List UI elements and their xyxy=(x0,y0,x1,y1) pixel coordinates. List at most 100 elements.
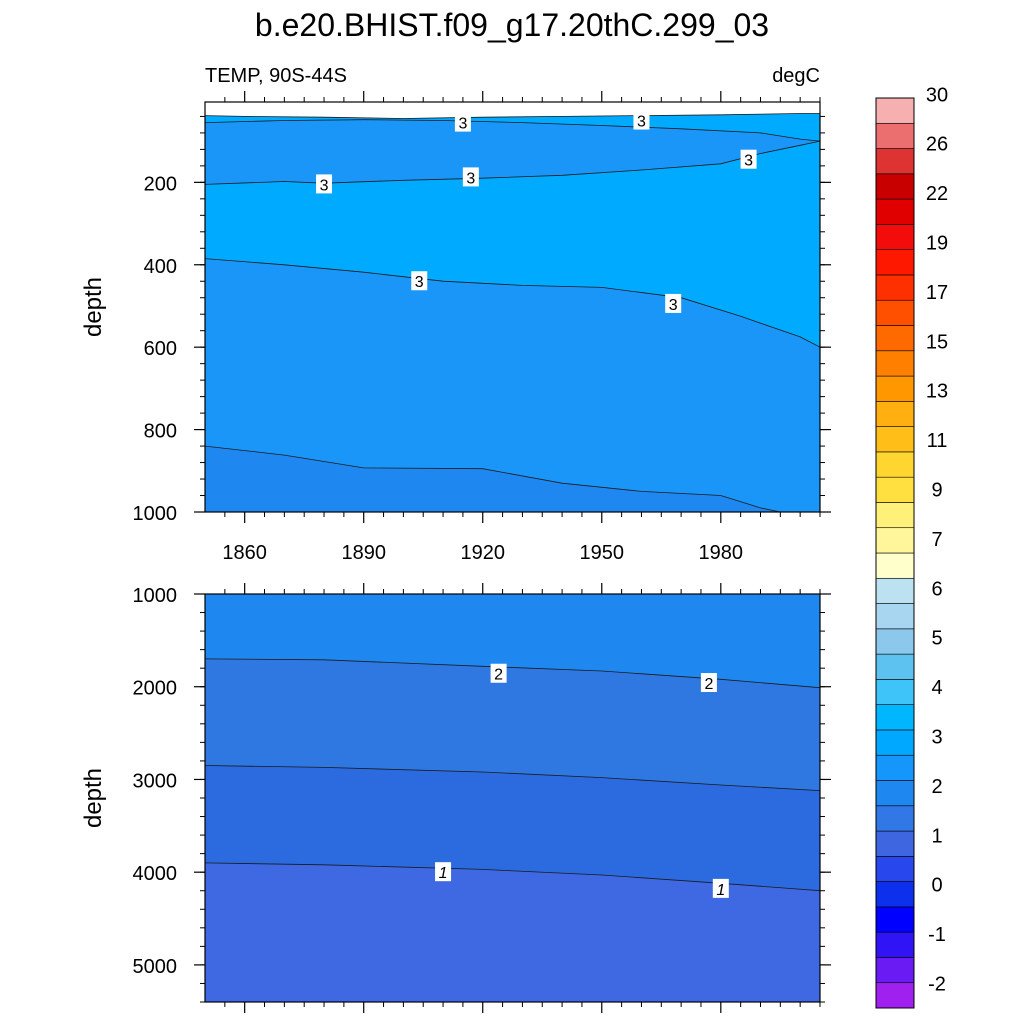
contour-line-lower-1 xyxy=(205,658,820,689)
colorbar-label-16: 22 xyxy=(926,183,948,205)
colorbar-swatch-17 xyxy=(875,552,915,579)
colorbar-swatch-33 xyxy=(875,148,915,175)
colorbar-swatch-15 xyxy=(875,603,915,630)
x-tick-label-1: 1890 xyxy=(341,542,386,564)
plot-frame-upper xyxy=(204,101,821,513)
svg-text:3: 3 xyxy=(669,297,678,314)
colorbar-swatch-28 xyxy=(875,274,915,301)
contour-line-upper-3 xyxy=(205,258,820,348)
x-tick-label-3: 1950 xyxy=(580,542,625,564)
colorbar-swatch-0 xyxy=(875,982,915,1009)
colorbar-swatch-1 xyxy=(875,957,915,984)
svg-text:3: 3 xyxy=(466,170,475,187)
colorbar-swatch-21 xyxy=(875,451,915,478)
x-tick-label-2: 1920 xyxy=(460,542,505,564)
colorbar-swatch-8 xyxy=(875,780,915,807)
contour-label-lower-2: 1 xyxy=(435,862,452,882)
y-axis-label-lower: depth xyxy=(80,768,107,828)
variable-label: TEMP, 90S-44S xyxy=(205,65,347,87)
contour-label-lower-1: 2 xyxy=(700,673,717,693)
svg-text:2: 2 xyxy=(704,676,713,693)
colorbar-swatch-16 xyxy=(875,577,915,604)
y-tick-label-lower-3: 4000 xyxy=(133,863,178,885)
contour-label-upper-6: 3 xyxy=(665,293,682,314)
colorbar-swatch-5 xyxy=(875,856,915,882)
colorbar-swatch-3 xyxy=(875,906,915,933)
svg-text:3: 3 xyxy=(458,116,467,133)
colorbar-swatch-13 xyxy=(875,653,915,680)
colorbar-swatch-2 xyxy=(875,931,915,958)
units-label: degC xyxy=(772,65,820,87)
svg-text:3: 3 xyxy=(637,114,646,131)
colorbar-swatch-23 xyxy=(875,401,915,427)
x-tick-label-4: 1980 xyxy=(699,542,744,564)
y-tick-label-lower-4: 5000 xyxy=(133,956,178,978)
y-tick-label-upper-4: 1000 xyxy=(133,503,178,525)
svg-text:3: 3 xyxy=(320,177,329,194)
colorbar-swatch-22 xyxy=(875,426,915,453)
y-tick-label-lower-0: 1000 xyxy=(133,585,178,607)
contour-band-lower-3 xyxy=(205,862,820,1002)
colorbar-label-15: 19 xyxy=(926,233,948,255)
colorbar-swatch-20 xyxy=(875,476,915,503)
contour-line-lower-2 xyxy=(205,765,820,791)
y-tick-label-upper-1: 400 xyxy=(144,256,177,278)
colorbar-label-11: 11 xyxy=(927,430,948,452)
contour-label-lower-3: 1 xyxy=(712,878,729,899)
contour-band-upper-3 xyxy=(205,258,820,512)
contour-line-upper-1 xyxy=(205,119,820,142)
svg-text:2: 2 xyxy=(494,667,503,684)
colorbar-label-5: 3 xyxy=(931,727,942,749)
colorbar-label-9: 7 xyxy=(931,529,942,551)
contour-label-upper-5: 3 xyxy=(411,271,428,291)
contour-label-upper-3: 3 xyxy=(316,174,333,194)
colorbar-label-8: 6 xyxy=(931,578,942,600)
colorbar-swatch-26 xyxy=(875,325,915,352)
colorbar-label-14: 17 xyxy=(926,282,948,304)
colorbar-swatch-11 xyxy=(875,704,915,731)
colorbar-label-18: 30 xyxy=(926,84,948,106)
colorbar-label-10: 9 xyxy=(931,480,942,502)
y-tick-label-upper-0: 200 xyxy=(144,173,177,195)
colorbar-swatch-30 xyxy=(875,224,915,250)
contour-line-upper-0 xyxy=(205,113,820,119)
contour-line-lower-3 xyxy=(205,862,820,892)
colorbar-swatch-24 xyxy=(875,375,915,402)
contour-band-upper-4 xyxy=(205,446,781,512)
colorbar-label-1: -1 xyxy=(928,924,946,946)
svg-text:3: 3 xyxy=(415,274,424,291)
colorbar-label-4: 2 xyxy=(931,776,942,798)
colorbar-swatch-27 xyxy=(875,299,915,326)
colorbar-swatch-7 xyxy=(875,805,915,832)
y-axis-label-upper: depth xyxy=(80,277,107,337)
colorbar-swatch-12 xyxy=(875,679,915,705)
svg-text:3: 3 xyxy=(744,153,753,170)
svg-text:1: 1 xyxy=(716,882,725,899)
colorbar-label-17: 26 xyxy=(926,134,948,156)
colorbar-swatch-6 xyxy=(875,830,915,857)
colorbar-swatch-10 xyxy=(875,729,915,756)
colorbar-label-2: 0 xyxy=(931,875,942,897)
y-tick-label-lower-1: 2000 xyxy=(133,678,178,700)
colorbar: -2 -1 0 1 2 3 4 5 6 7 9 11 13 15 17 19 22 26 30 xyxy=(875,84,948,1009)
panel-upper: 3 3 3 3 3 3 3 200 400 600 800 1000 1860 1890 1920 1950 1… xyxy=(80,91,831,564)
contour-line-upper-4 xyxy=(205,445,783,512)
colorbar-swatch-14 xyxy=(875,628,915,655)
contour-label-lower-0: 2 xyxy=(490,663,507,684)
colorbar-label-13: 15 xyxy=(926,331,948,353)
panel-lower: 2 2 1 1 1000 2000 3000 4000 5000 depth xyxy=(80,583,831,1013)
contour-label-upper-4: 3 xyxy=(462,167,479,187)
colorbar-label-12: 13 xyxy=(926,381,948,403)
x-tick-label-0: 1860 xyxy=(222,542,267,564)
colorbar-swatch-31 xyxy=(875,198,915,225)
colorbar-swatch-18 xyxy=(875,527,915,554)
contour-label-upper-2: 3 xyxy=(740,149,757,170)
colorbar-swatch-25 xyxy=(875,350,915,377)
y-tick-label-upper-2: 600 xyxy=(144,338,177,360)
colorbar-label-0: -2 xyxy=(928,974,946,996)
y-tick-label-lower-2: 3000 xyxy=(133,770,178,792)
contour-line-upper-2 xyxy=(205,140,820,185)
colorbar-label-3: 1 xyxy=(931,825,942,847)
